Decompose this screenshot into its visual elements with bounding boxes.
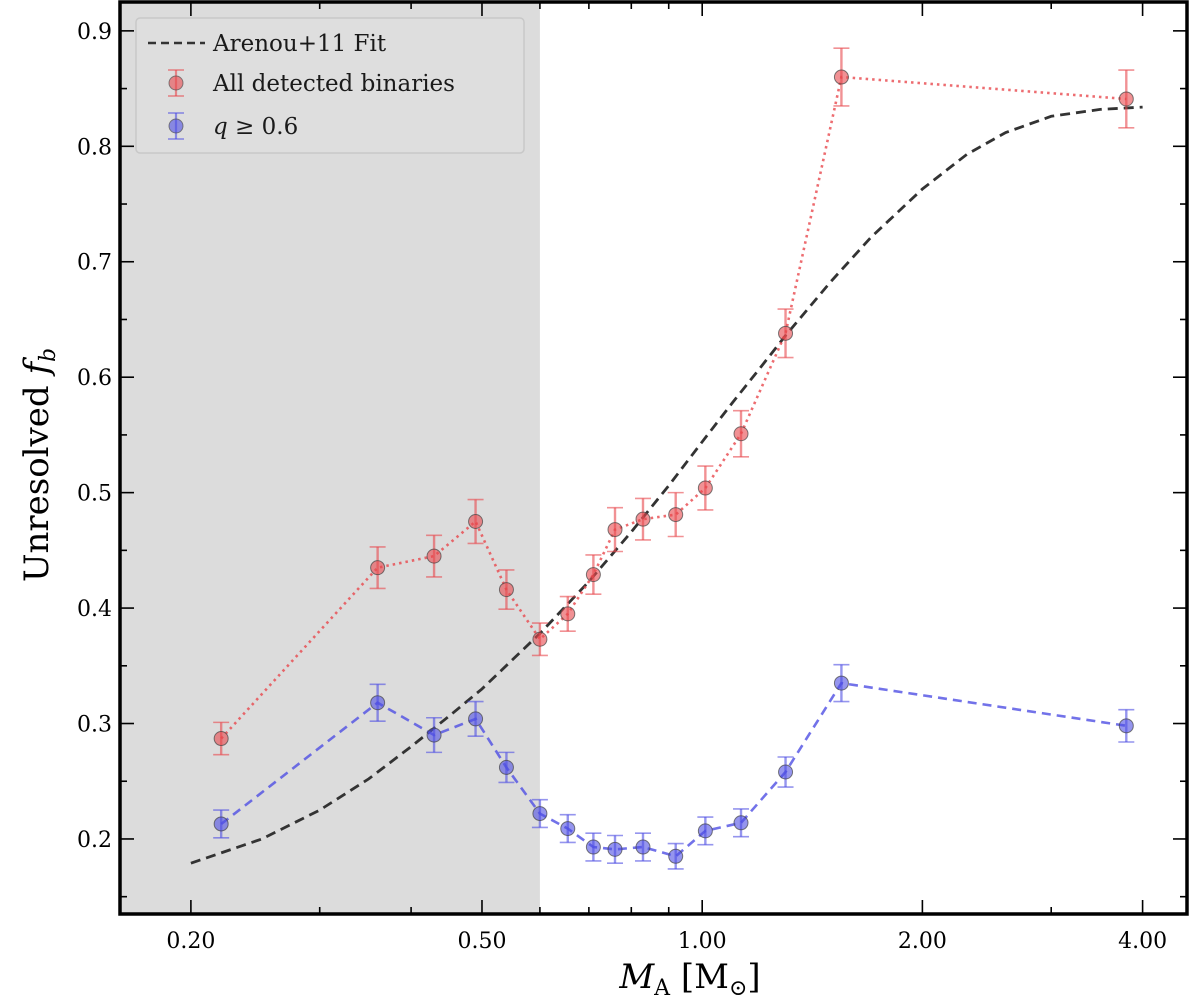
q-ge-06-point — [532, 806, 548, 822]
all-binaries-point — [498, 582, 514, 598]
q-ge-06-point — [213, 816, 229, 832]
x-axis-unit-close: ] — [747, 957, 760, 997]
all-binaries-point — [426, 548, 442, 564]
x-axis-var: M — [618, 957, 655, 997]
all-binaries-point — [585, 567, 601, 583]
y-tick-label: 0.5 — [77, 482, 112, 507]
fit-curve — [190, 105, 1143, 865]
y-tick-label: 0.6 — [77, 366, 112, 391]
q-ge-06-point — [426, 727, 442, 743]
y-tick-label: 0.8 — [77, 135, 112, 160]
all-binaries-point — [607, 522, 623, 538]
fit-curve-layer — [190, 105, 1143, 865]
x-tick-label: 2.00 — [898, 929, 947, 954]
y-axis-main: Unresolved — [17, 375, 57, 583]
q-ge-06-point — [635, 839, 651, 855]
x-tick-label: 1.00 — [678, 929, 727, 954]
legend-q-label: q ≥ 0.6 — [213, 114, 298, 140]
all-binaries-point — [778, 325, 794, 341]
q-ge-06-point — [733, 815, 749, 831]
plot-area — [120, 2, 540, 914]
all-binaries-point — [468, 513, 484, 529]
legend-box — [135, 17, 525, 154]
y-axis-title: Unresolved fb — [17, 348, 61, 582]
series-layer — [213, 47, 1135, 870]
all-binaries-point — [697, 480, 713, 496]
y-tick-label: 0.7 — [77, 251, 112, 276]
all-binaries-line — [220, 75, 1127, 740]
axes-frame — [118, 0, 1189, 916]
all-binaries-point — [560, 606, 576, 622]
q-ge-06-point — [468, 711, 484, 727]
q-ge-06-point — [607, 841, 623, 857]
q-ge-06-point — [778, 764, 794, 780]
legend-fit-label: Arenou+11 Fit — [212, 31, 387, 57]
q-ge-06-point — [668, 848, 684, 864]
all-binaries-point — [370, 560, 386, 576]
legend-q-marker — [168, 118, 184, 134]
all-binaries-point — [733, 426, 749, 442]
x-tick-label: 0.20 — [166, 929, 215, 954]
all-binaries-point — [532, 631, 548, 647]
legend: Arenou+11 Fit All detected binaries q ≥ … — [135, 17, 525, 154]
y-tick-label: 0.9 — [77, 20, 112, 45]
x-tick-label: 0.50 — [457, 929, 506, 954]
q-ge-06-point — [697, 823, 713, 839]
legend-q-var: q — [213, 114, 228, 140]
x-axis-title: MA [M⊙] — [618, 957, 760, 1000]
q-ge-06-point — [498, 759, 514, 775]
x-tick-label: 4.00 — [1118, 929, 1167, 954]
q-ge-06-point — [1118, 718, 1134, 734]
y-tick-label: 0.4 — [77, 597, 112, 622]
q-ge-06-point — [585, 839, 601, 855]
legend-q-rest: ≥ 0.6 — [228, 114, 298, 140]
x-axis-sub: A — [653, 976, 671, 1000]
q-ge-06-point — [370, 695, 386, 711]
low-mass-shaded-region — [120, 2, 540, 914]
all-binaries-point — [668, 507, 684, 523]
legend-all-marker — [168, 75, 184, 91]
q-ge-06-point — [833, 675, 849, 691]
q-ge-06-line — [220, 681, 1127, 858]
y-tick-label: 0.3 — [77, 713, 112, 738]
x-tick-labels: 0.20 0.50 1.00 2.00 4.00 — [166, 929, 1167, 954]
all-binaries-point — [213, 731, 229, 747]
q-ge-06-point — [560, 821, 576, 837]
all-binaries-point — [635, 511, 651, 527]
x-axis-unit-open: [M — [681, 957, 729, 997]
x-axis-unit-sym: ⊙ — [729, 976, 747, 1000]
y-tick-label: 0.2 — [77, 828, 112, 853]
all-binaries-point — [1118, 91, 1134, 107]
legend-all-label: All detected binaries — [212, 71, 455, 97]
y-axis-sub: b — [36, 348, 61, 362]
all-binaries-point — [833, 69, 849, 85]
y-tick-labels: 0.2 0.3 0.4 0.5 0.6 0.7 0.8 0.9 — [77, 20, 112, 853]
